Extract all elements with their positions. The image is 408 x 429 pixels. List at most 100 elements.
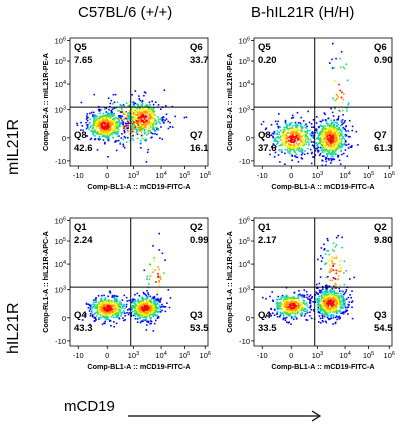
- event-dot: [332, 263, 335, 265]
- event-dot: [105, 308, 108, 310]
- event-dot: [335, 57, 337, 60]
- event-dot: [107, 124, 110, 127]
- event-dot: [116, 124, 119, 127]
- event-dot: [338, 298, 341, 300]
- event-dot: [92, 303, 94, 306]
- event-dot: [317, 146, 319, 149]
- event-dot: [286, 149, 289, 151]
- event-dot: [301, 138, 304, 140]
- x-axis-label: Comp-BL1-A :: mCD19-FITC-A: [271, 362, 374, 371]
- event-dot: [143, 91, 146, 93]
- event-dot: [137, 113, 140, 115]
- event-dot: [316, 132, 319, 134]
- event-dot: [332, 316, 335, 319]
- event-dot: [145, 301, 148, 303]
- event-dot: [139, 113, 142, 116]
- event-dot: [111, 294, 114, 297]
- event-dot: [285, 296, 288, 298]
- event-dot: [115, 300, 118, 303]
- event-dot: [264, 133, 266, 135]
- event-dot: [114, 308, 117, 311]
- event-dot: [81, 319, 84, 321]
- event-dot: [143, 307, 146, 309]
- event-dot: [86, 126, 89, 128]
- event-dot: [344, 140, 347, 142]
- event-dot: [127, 130, 129, 133]
- event-dot: [339, 316, 341, 319]
- event-dot: [329, 298, 331, 301]
- event-dot: [157, 297, 159, 300]
- x-tick-label: 104: [339, 171, 350, 180]
- event-dot: [315, 283, 318, 286]
- event-dot: [94, 131, 96, 133]
- event-dot: [337, 118, 340, 121]
- event-dot: [101, 116, 104, 118]
- event-dot: [89, 138, 92, 141]
- quadrant-name: Q7: [374, 130, 387, 141]
- event-dot: [342, 135, 344, 138]
- event-dot: [285, 123, 288, 125]
- event-dot: [147, 305, 150, 308]
- quadrant-percent: 16.1: [190, 143, 209, 154]
- event-dot: [137, 124, 140, 126]
- event-dot: [156, 133, 158, 136]
- event-dot: [320, 295, 323, 298]
- event-dot: [96, 122, 98, 124]
- event-dot: [121, 299, 124, 301]
- quadrant-name: Q2: [190, 222, 203, 233]
- event-dot: [106, 318, 109, 320]
- event-dot: [121, 113, 123, 115]
- event-dot: [143, 118, 146, 120]
- event-dot: [146, 109, 148, 112]
- event-dot: [101, 130, 103, 133]
- event-dot: [130, 121, 133, 124]
- event-dot: [342, 114, 344, 116]
- event-dot: [126, 127, 128, 130]
- event-dot: [284, 130, 286, 133]
- event-dot: [93, 313, 96, 315]
- event-dot: [276, 132, 279, 134]
- event-dot: [295, 301, 297, 304]
- event-dot: [98, 119, 100, 122]
- event-dot: [109, 309, 112, 311]
- y-tick-label: 0: [62, 134, 66, 143]
- event-dot: [260, 123, 263, 126]
- event-dot: [278, 144, 281, 147]
- event-dot: [166, 302, 168, 304]
- event-dot: [278, 133, 281, 136]
- event-dot: [109, 308, 111, 310]
- event-dot: [86, 117, 88, 119]
- event-dot: [277, 303, 279, 305]
- event-dot: [96, 306, 99, 309]
- event-dot: [107, 310, 109, 313]
- event-dot: [330, 317, 333, 320]
- event-dot: [323, 149, 325, 151]
- event-dot: [276, 301, 278, 304]
- event-dot: [343, 121, 346, 124]
- event-dot: [345, 310, 347, 313]
- event-dot: [329, 290, 331, 292]
- event-dot: [107, 97, 110, 99]
- event-dot: [150, 308, 153, 311]
- event-dot: [76, 122, 78, 125]
- y-tick-label: 103: [55, 106, 66, 115]
- event-dot: [150, 123, 152, 126]
- event-dot: [321, 159, 323, 162]
- event-dot: [153, 297, 156, 299]
- event-dot: [132, 139, 135, 141]
- event-dot: [114, 310, 116, 312]
- event-dot: [104, 320, 106, 323]
- event-dot: [149, 126, 152, 128]
- quadrant-name: Q1: [74, 222, 87, 233]
- event-dot: [144, 126, 146, 128]
- event-dot: [291, 298, 294, 301]
- event-dot: [114, 304, 117, 306]
- event-dot: [296, 111, 299, 114]
- event-dot: [301, 295, 303, 298]
- event-dot: [296, 143, 299, 146]
- event-dot: [115, 123, 118, 125]
- event-dot: [332, 297, 335, 300]
- event-dot: [302, 143, 304, 145]
- event-dot: [324, 133, 326, 136]
- event-dot: [120, 303, 122, 306]
